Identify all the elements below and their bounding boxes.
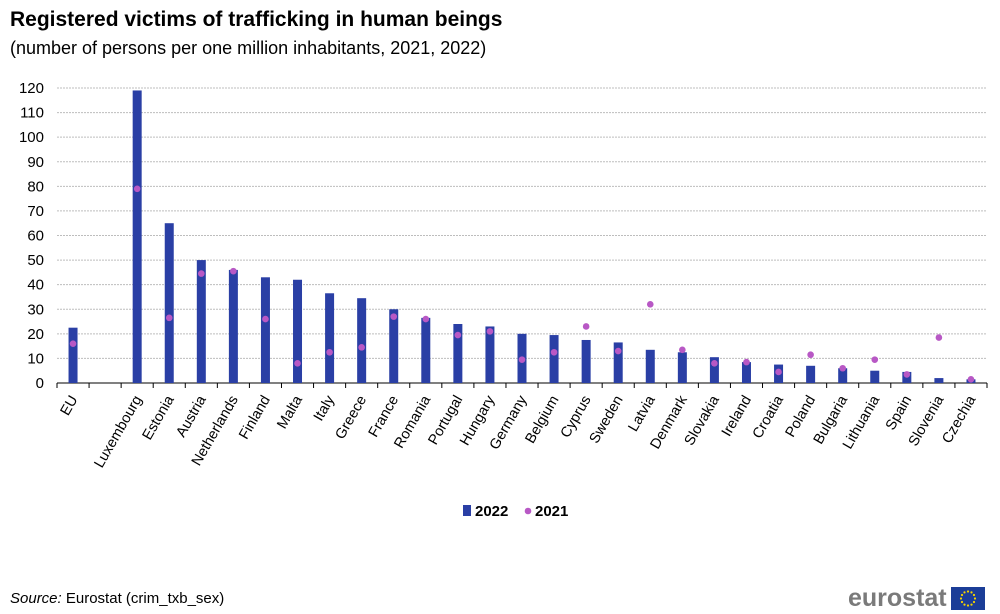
legend-label-2022: 2022 (475, 503, 508, 520)
dot-2021-hungary (486, 328, 494, 335)
dot-2021-italy (326, 348, 333, 356)
source-text: Eurostat (crim_txb_sex) (65, 590, 225, 607)
dot-2021-denmark (679, 346, 686, 354)
dot-2021-ireland (743, 358, 750, 366)
y-tick-label: 10 (27, 350, 44, 367)
x-tick-label: Latvia (626, 392, 660, 434)
dot-2021-estonia (165, 314, 173, 322)
dot-2021-portugal (454, 331, 462, 339)
legend-label-2021: 2021 (535, 503, 568, 520)
x-tick-label: Finland (236, 393, 274, 442)
y-tick-label: 30 (27, 301, 44, 318)
bar-2022-sweden (613, 342, 623, 383)
bar-chart: 0 10 20 30 40 50 60 70 80 90 100 110 120 EU Luxembourg… (19, 80, 988, 520)
dot-2021-romania (422, 315, 430, 323)
bar-2022-ireland (741, 362, 751, 383)
bar-2022-slovenia (934, 378, 944, 383)
bar-2022-lithuania (870, 370, 880, 383)
y-tick-label: 50 (27, 252, 44, 269)
legend-swatch-2021 (524, 507, 532, 515)
bar-2022-romania (421, 317, 431, 383)
dot-2021-poland (807, 351, 814, 359)
y-tick-label: 100 (19, 129, 44, 146)
bar-2022-portugal (453, 324, 463, 383)
y-tick-label: 110 (20, 105, 44, 122)
bar-2022-luxembourg (132, 90, 142, 383)
bar-2022-hungary (485, 326, 495, 383)
source-note: Source: Eurostat (crim_txb_sex) (10, 590, 224, 607)
dot-2021-malta (294, 360, 301, 367)
y-tick-label: 40 (27, 277, 44, 294)
dot-2021-latvia (646, 301, 654, 308)
bar-2022-netherlands (228, 269, 238, 383)
legend-swatch-2022 (463, 505, 471, 516)
dot-2021-luxembourg (133, 185, 141, 193)
y-tick-label: 0 (36, 375, 44, 392)
bar-2022-malta (293, 279, 303, 383)
dot-2021-cyprus (582, 323, 590, 330)
bar-2022-estonia (164, 223, 174, 383)
chart-subtitle: (number of persons per one million inhab… (10, 38, 487, 58)
dot-2021-belgium (550, 348, 558, 356)
bar-2022-greece (357, 298, 367, 383)
y-tick-label: 80 (27, 178, 44, 195)
dot-2021-france (390, 313, 398, 320)
bar-2022-bulgaria (838, 368, 848, 383)
x-tick-label: EU (58, 393, 82, 418)
dot-2021-eu (69, 340, 77, 347)
y-tick-label: 60 (27, 228, 44, 245)
dot-2021-croatia (775, 368, 782, 376)
bar-2022-belgium (549, 335, 559, 383)
bar-2022-cyprus (581, 339, 591, 383)
bar-2022-eu (68, 327, 78, 383)
x-tick-label: Croatia (750, 392, 788, 441)
x-tick-label: Spain (883, 393, 915, 433)
x-tick-label: Malta (274, 392, 306, 432)
bar-2022-france (389, 309, 399, 383)
x-tick-label: Luxembourg (91, 393, 145, 471)
bar-2022-austria (196, 260, 206, 383)
bar-2022-slovakia (709, 357, 719, 383)
dot-2021-lithuania (871, 356, 879, 363)
dot-2021-czechia (967, 376, 975, 383)
y-tick-label: 120 (19, 80, 44, 97)
dot-2021-slovenia (935, 334, 943, 341)
y-tick-label: 20 (27, 326, 44, 343)
dot-2021-finland (262, 315, 269, 323)
dot-2021-germany (518, 356, 526, 363)
eurostat-logo: eurostat (848, 584, 985, 613)
bar-2022-latvia (645, 349, 655, 383)
bar-2022-finland (260, 277, 270, 383)
dot-2021-bulgaria (839, 364, 846, 372)
y-tick-label: 70 (27, 203, 44, 220)
dot-2021-sweden (614, 347, 622, 355)
chart-title: Registered victims of trafficking in hum… (10, 8, 503, 31)
x-tick-label: Italy (311, 392, 339, 424)
dot-2021-austria (198, 270, 205, 277)
dot-2021-slovakia (711, 360, 718, 367)
source-label: Source: (10, 590, 62, 607)
dot-2021-netherlands (230, 267, 237, 275)
eu-flag-icon (950, 587, 985, 610)
x-tick-label: Greece (332, 393, 370, 442)
logo-text: eurostat (848, 584, 947, 612)
bar-2022-poland (806, 365, 816, 383)
bar-2022-italy (325, 293, 335, 383)
bar-2022-denmark (677, 352, 687, 383)
dot-2021-greece (358, 344, 365, 351)
x-tick-label: Estonia (140, 392, 179, 443)
y-tick-label: 90 (27, 154, 44, 171)
dot-2021-spain (903, 371, 911, 378)
